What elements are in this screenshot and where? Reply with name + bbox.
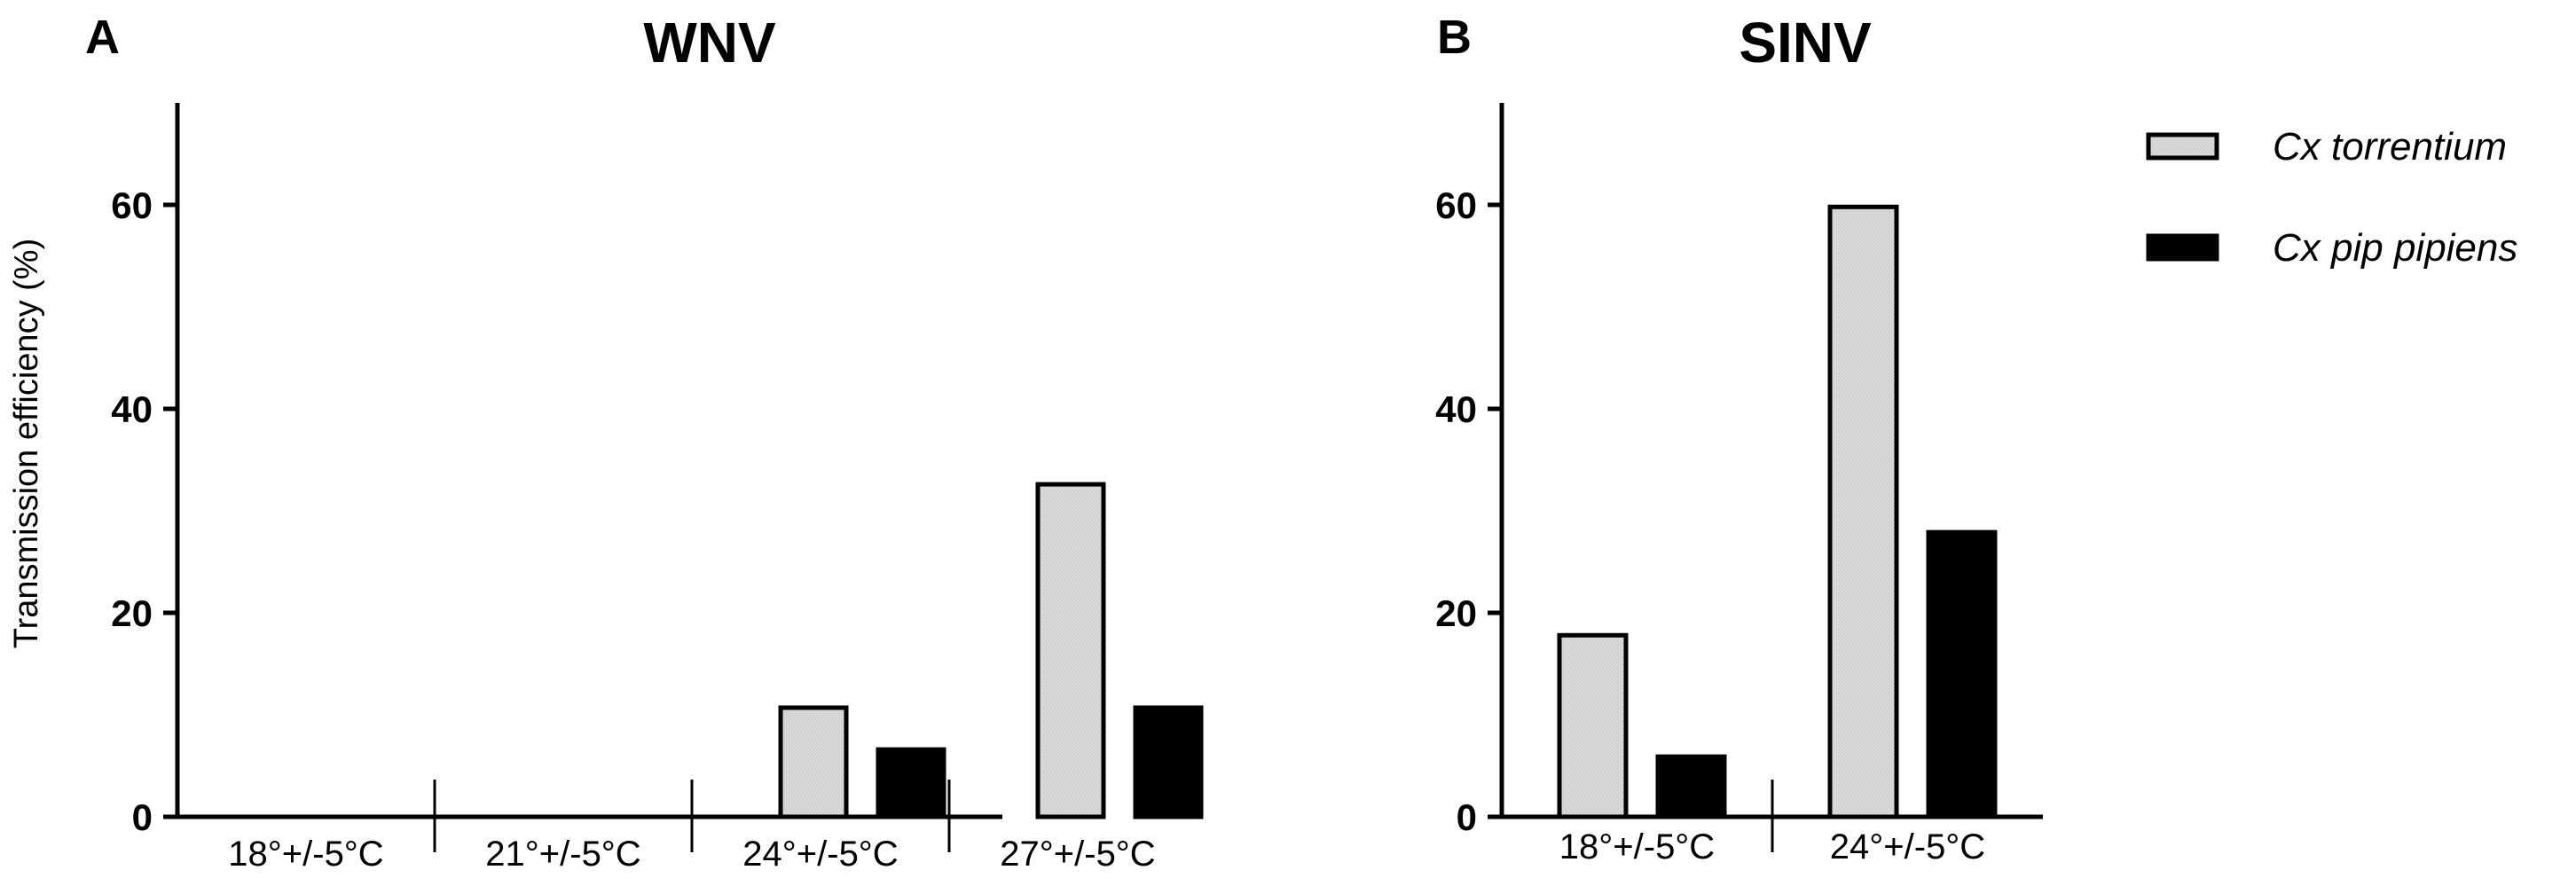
panel-a-y-tick-label: 20 [111,592,153,634]
panel-a-plot: 0 20 40 60 18°+/-5°C 21°+/-5°C 24°+/-5°C 27°+/-… [111,103,1204,874]
legend-label-cx-torrentium: Cx torrentium [2273,125,2507,169]
panel-b-y-tick-label: 0 [1457,796,1477,838]
panel-b-y-tick-label: 60 [1435,184,1477,226]
legend: Cx torrentium Cx pip pipiens [2146,125,2517,270]
panel-b-title: SINV [1739,11,1872,74]
panel-a-category-label: 21°+/-5°C [485,835,640,874]
panel-letter-b: B [1437,11,1472,64]
panel-letter-a: A [85,11,120,64]
panel-a-bar-cx-pip-pipiens-4 [1133,705,1204,819]
panel-a-bar-cx-torrentium-3 [778,705,849,819]
legend-label-cx-pip-pipiens: Cx pip pipiens [2273,226,2517,270]
panel-a-title: WNV [643,11,776,74]
panel-a-bar-cx-torrentium-4 [1035,482,1106,819]
y-axis-label: Transmission efficiency (%) [8,239,45,648]
panel-a-y-tick-label: 40 [111,388,153,430]
panel-a-category-label: 27°+/-5°C [1000,835,1155,874]
panel-a-y-tick-label: 60 [111,184,153,226]
legend-swatch-cx-torrentium [2146,132,2219,161]
panel-a-bar-cx-pip-pipiens-3 [876,747,946,819]
panel-a-category-label: 18°+/-5°C [228,835,383,874]
panel-b-bar-cx-torrentium-2 [1827,204,1899,819]
panel-b-bar-cx-torrentium-1 [1557,632,1629,819]
panel-b-plot: 0 20 40 60 18°+/-5°C 24°+/-5°C [1435,103,2043,866]
panel-a-y-tick-label: 0 [132,796,153,838]
legend-swatch-cx-pip-pipiens [2146,233,2219,262]
panel-a-category-label: 24°+/-5°C [742,835,898,874]
panel-b-category-label: 18°+/-5°C [1559,827,1715,866]
panel-b-y-tick-label: 40 [1435,388,1477,430]
panel-b-bar-cx-pip-pipiens-1 [1655,754,1727,819]
panel-b-bar-cx-pip-pipiens-2 [1926,529,1998,819]
panel-b-y-tick-label: 20 [1435,592,1477,634]
panel-b-category-label: 24°+/-5°C [1830,827,1985,866]
